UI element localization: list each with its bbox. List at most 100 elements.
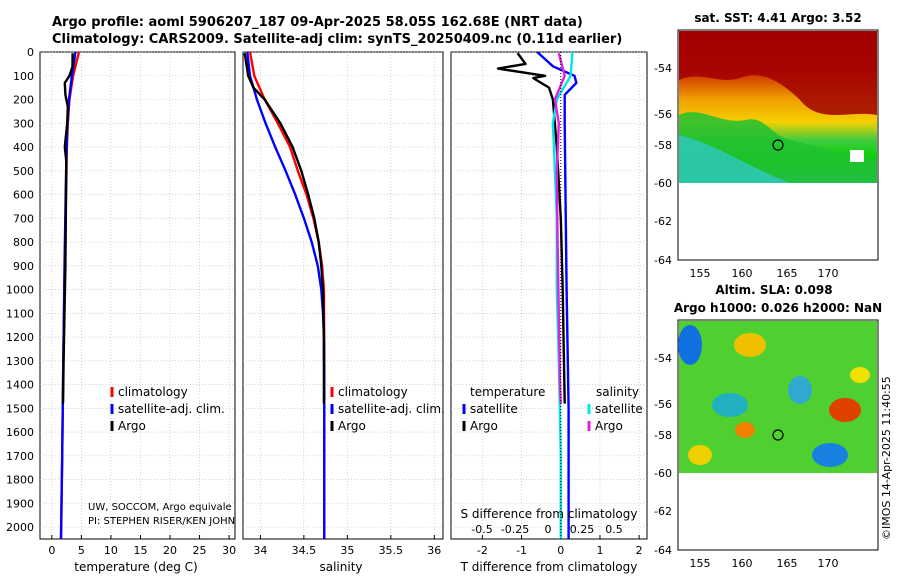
difference-top-tick-label: 0 <box>545 523 552 536</box>
sla-map-title-1: Altim. SLA: 0.098 <box>715 283 832 297</box>
difference-xlabel-top: S difference from climatology <box>461 507 638 521</box>
sla-low-4 <box>812 443 848 467</box>
map-lon-label: 160 <box>732 557 753 570</box>
temperature-legend-label: Argo <box>118 419 146 433</box>
depth-tick-label: 1800 <box>6 474 34 487</box>
temperature-legend-label: climatology <box>118 385 188 399</box>
difference-xtick-label: -1 <box>516 544 527 557</box>
depth-tick-label: 700 <box>13 212 34 225</box>
salinity-xtick-label: 35 <box>340 544 354 557</box>
difference-legend-title-temperature: temperature <box>470 385 545 399</box>
map-lat-label: -54 <box>654 352 672 365</box>
sst-map-title: sat. SST: 4.41 Argo: 3.52 <box>694 11 861 25</box>
sst-cold-region <box>679 135 790 183</box>
sst-argo-location-marker <box>772 139 784 151</box>
map-lat-label: -62 <box>654 505 672 518</box>
temperature-xtick-label: 25 <box>193 544 207 557</box>
map-lat-label: -60 <box>654 177 672 190</box>
depth-tick-label: 2000 <box>6 521 34 534</box>
salinity-panel: 34 34.5 35 35.5 36 salinity climatology satel… <box>242 51 445 574</box>
salinity-xtick-label: 36 <box>427 544 441 557</box>
salinity-series-argo <box>243 53 326 404</box>
note-line-2: PI: STEPHEN RISER/KEN JOHN <box>88 516 235 527</box>
temperature-legend-label: satellite-adj. clim. <box>118 402 225 416</box>
difference-top-tick-label: -0.5 <box>471 523 492 536</box>
difference-top-tick-label: -0.25 <box>501 523 529 536</box>
temperature-xtick-label: 5 <box>78 544 85 557</box>
sla-argo-location-marker <box>772 429 784 441</box>
depth-tick-label: 400 <box>13 141 34 154</box>
imos-timestamp: ©IMOS 14-Apr-2025 11:40:55 <box>880 376 893 540</box>
depth-tick-label: 300 <box>13 117 34 130</box>
depth-tick-label: 1100 <box>6 307 34 320</box>
sla-high-3 <box>735 422 755 438</box>
salinity-xlabel: salinity <box>319 560 362 574</box>
difference-temperature-legend-label: satellite <box>470 402 518 416</box>
map-lat-label: -62 <box>654 215 672 228</box>
temperature-xtick-label: 15 <box>133 544 147 557</box>
depth-tick-label: 500 <box>13 165 34 178</box>
depth-tick-label: 1700 <box>6 450 34 463</box>
temperature-series-argo <box>61 53 74 404</box>
depth-tick-label: 200 <box>13 94 34 107</box>
map-lat-label: -56 <box>654 398 672 411</box>
difference-legend-title-salinity: salinity <box>596 385 639 399</box>
difference-xtick-label: 0 <box>557 544 564 557</box>
title-line-2: Climatology: CARS2009. Satellite-adj cli… <box>52 32 623 47</box>
salinity-legend-label: climatology <box>338 385 408 399</box>
salinity-xtick-label: 34 <box>253 544 267 557</box>
difference-xtick-label: -2 <box>477 544 488 557</box>
map-lat-label: -64 <box>654 254 672 267</box>
map-lon-label: 155 <box>690 267 711 280</box>
map-lat-label: -60 <box>654 467 672 480</box>
sla-map: Altim. SLA: 0.098 Argo h1000: 0.026 h200… <box>654 283 882 570</box>
depth-tick-label: 1600 <box>6 426 34 439</box>
depth-tick-label: 100 <box>13 70 34 83</box>
sst-warm-region <box>679 31 877 115</box>
difference-top-tick-label: 0.5 <box>605 523 623 536</box>
depth-tick-label: 1000 <box>6 284 34 297</box>
map-lat-label: -64 <box>654 544 672 557</box>
difference-series-s-satellite <box>551 52 574 539</box>
depth-tick-label: 800 <box>13 236 34 249</box>
map-lon-label: 170 <box>818 267 839 280</box>
depth-tick-label: 1400 <box>6 379 34 392</box>
sla-low-3 <box>788 376 812 404</box>
salinity-legend-label: Argo <box>338 419 366 433</box>
sst-map: sat. SST: 4.41 Argo: 3.52 -54 -56 -58 -60 -6… <box>654 11 879 280</box>
map-lon-label: 165 <box>777 267 798 280</box>
difference-series-t-argo <box>496 52 566 404</box>
map-lat-label: -58 <box>654 429 672 442</box>
sla-low-1 <box>678 325 702 365</box>
depth-tick-label: 1200 <box>6 331 34 344</box>
difference-temperature-legend-label: Argo <box>470 419 498 433</box>
difference-xtick-label: 2 <box>636 544 643 557</box>
sla-map-title-2: Argo h1000: 0.026 h2000: NaN <box>674 301 882 315</box>
map-lon-label: 155 <box>690 557 711 570</box>
sla-high-5 <box>688 445 712 465</box>
title-line-1: Argo profile: aoml 5906207_187 09-Apr-20… <box>52 15 583 30</box>
depth-tick-label: 1300 <box>6 355 34 368</box>
map-lon-label: 170 <box>818 557 839 570</box>
map-lat-label: -54 <box>654 62 672 75</box>
depth-tick-label: 1900 <box>6 497 34 510</box>
difference-axes-frame <box>450 51 648 540</box>
difference-xtick-label: 1 <box>596 544 603 557</box>
sst-field <box>679 31 877 183</box>
depth-tick-label: 0 <box>27 46 34 59</box>
depth-tick-label: 600 <box>13 189 34 202</box>
map-lat-label: -56 <box>654 108 672 121</box>
sla-field <box>678 321 877 473</box>
salinity-legend-label: satellite-adj. clim. <box>338 402 445 416</box>
difference-top-tick-label: 0.25 <box>570 523 595 536</box>
difference-panel: -2 -1 0 1 2 T difference from climatology S … <box>450 51 648 574</box>
map-lon-label: 165 <box>777 557 798 570</box>
difference-xlabel: T difference from climatology <box>460 560 638 574</box>
sla-low-2 <box>712 393 748 417</box>
difference-salinity-legend-label: Argo <box>595 419 623 433</box>
map-lat-label: -58 <box>654 139 672 152</box>
temperature-axes-frame <box>39 51 236 540</box>
sla-high-4 <box>850 367 870 383</box>
salinity-xtick-label: 34.5 <box>292 544 317 557</box>
depth-tick-label: 900 <box>13 260 34 273</box>
